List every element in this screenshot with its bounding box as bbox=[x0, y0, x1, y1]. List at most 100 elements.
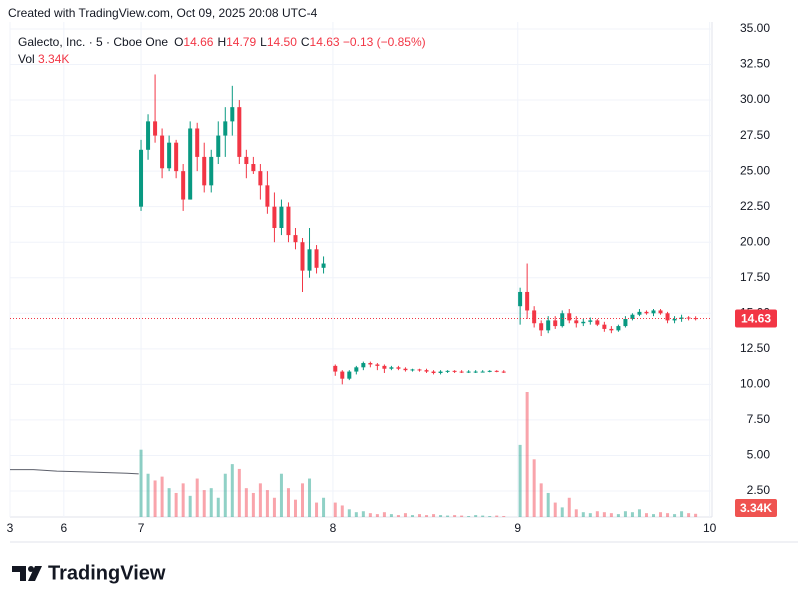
field-key: H bbox=[217, 35, 227, 49]
candle-body bbox=[630, 314, 635, 319]
volume-bar bbox=[251, 492, 255, 517]
candle-body bbox=[160, 135, 165, 169]
volume-bar bbox=[488, 516, 492, 517]
candle-body bbox=[693, 318, 698, 320]
volume-bar bbox=[265, 490, 269, 517]
volume-bar bbox=[502, 516, 506, 517]
volume-bar bbox=[602, 512, 606, 517]
volume-bar bbox=[340, 505, 344, 517]
volume-bar bbox=[546, 492, 550, 517]
volume-bar bbox=[595, 511, 599, 517]
candle-body bbox=[459, 371, 464, 373]
candle-body bbox=[307, 249, 312, 271]
candle-body bbox=[679, 317, 684, 319]
candle-body bbox=[410, 369, 415, 371]
volume-bar bbox=[474, 515, 478, 517]
y-tick-label: 27.50 bbox=[740, 128, 770, 142]
candle-body bbox=[265, 185, 270, 207]
x-tick-label: 6 bbox=[60, 521, 67, 535]
candle-body bbox=[539, 323, 544, 331]
volume-bar bbox=[453, 515, 457, 517]
volume-bar bbox=[518, 444, 522, 517]
candle-body bbox=[501, 371, 506, 373]
candle-body bbox=[347, 371, 352, 379]
volume-bar bbox=[495, 515, 499, 517]
last-price-label: 14.63 bbox=[741, 312, 771, 326]
y-tick-label: 32.50 bbox=[740, 57, 770, 71]
volume-bar bbox=[216, 497, 220, 517]
volume-bar bbox=[446, 515, 450, 517]
volume-bar bbox=[375, 514, 379, 517]
volume-bar bbox=[659, 512, 663, 517]
candle-body bbox=[188, 128, 193, 200]
candle-body bbox=[452, 370, 457, 372]
volume-bar bbox=[539, 483, 543, 517]
volume-bar bbox=[694, 513, 698, 517]
field-key: O bbox=[174, 35, 184, 49]
volume-bar bbox=[347, 509, 351, 517]
volume-bar bbox=[382, 512, 386, 517]
candle-body bbox=[595, 320, 600, 325]
volume-bar bbox=[230, 464, 234, 517]
x-tick-label: 7 bbox=[138, 521, 145, 535]
volume-bar bbox=[322, 497, 326, 517]
volume-bar bbox=[279, 473, 283, 517]
candle-body bbox=[314, 249, 319, 268]
candle-body bbox=[174, 142, 179, 172]
volume-bar bbox=[396, 515, 400, 517]
volume-bar bbox=[258, 483, 262, 517]
volume-bar bbox=[467, 516, 471, 517]
candle-body bbox=[216, 135, 221, 157]
grid bbox=[9, 22, 712, 517]
candle-body bbox=[146, 121, 151, 150]
volume-bar bbox=[308, 478, 312, 517]
candle-body bbox=[665, 313, 670, 321]
candle-body bbox=[532, 310, 537, 324]
candle-body bbox=[272, 206, 277, 228]
volume-bar bbox=[567, 497, 571, 517]
x-tick-label: 9 bbox=[514, 521, 521, 535]
y-tick-label: 35.00 bbox=[740, 21, 770, 35]
field-value: 14.66 bbox=[183, 35, 214, 49]
candle-body bbox=[431, 371, 436, 373]
candle-body bbox=[321, 263, 326, 268]
y-tick-label: 7.50 bbox=[747, 412, 771, 426]
field-value: 14.50 bbox=[266, 35, 297, 49]
candle-body bbox=[637, 311, 642, 315]
candle-body bbox=[417, 369, 422, 371]
candle-body bbox=[560, 313, 565, 327]
volume-bar bbox=[174, 492, 178, 517]
volume-bar bbox=[195, 478, 199, 517]
volume-bar bbox=[630, 512, 634, 517]
candle-body bbox=[340, 371, 345, 379]
candle-body bbox=[237, 107, 242, 157]
volume-bar bbox=[644, 513, 648, 517]
candle-body bbox=[518, 291, 523, 307]
candle-body bbox=[258, 171, 263, 186]
candle-body bbox=[623, 318, 628, 327]
candle-body bbox=[553, 320, 558, 327]
y-tick-label: 25.00 bbox=[740, 163, 770, 177]
candle-body bbox=[480, 371, 485, 373]
last-price-box bbox=[735, 309, 777, 328]
volume-bar bbox=[202, 490, 206, 517]
y-tick-label: 22.50 bbox=[740, 199, 770, 213]
volume-bar bbox=[403, 513, 407, 517]
volume-bar bbox=[637, 509, 641, 517]
candle-body bbox=[581, 321, 586, 324]
volume-bar bbox=[389, 514, 393, 517]
volume-bar bbox=[425, 515, 429, 517]
candle-body bbox=[602, 324, 607, 329]
volume-bar bbox=[209, 488, 213, 517]
field-value: 14.79 bbox=[226, 35, 257, 49]
volume-key: Vol bbox=[18, 52, 35, 66]
legend-row: Vol 3.34K bbox=[18, 51, 426, 68]
candle-body bbox=[368, 363, 373, 365]
volume-bar bbox=[432, 514, 436, 517]
volume-bar bbox=[673, 514, 677, 517]
legend: Galecto, Inc. · 5 · Cboe One O14.66 H14.79… bbox=[18, 34, 426, 68]
candle-body bbox=[525, 291, 530, 311]
y-tick-label: 17.50 bbox=[740, 270, 770, 284]
